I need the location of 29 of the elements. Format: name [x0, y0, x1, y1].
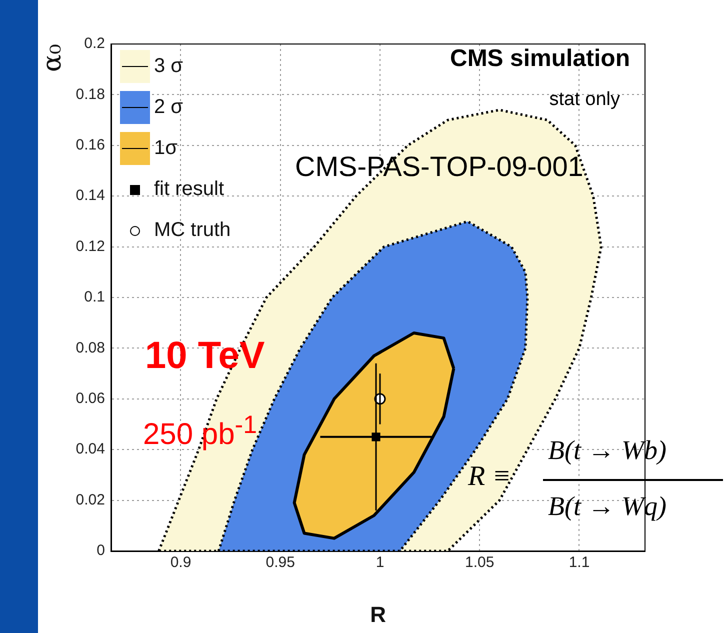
annotation: CMS-PAS-TOP-09-001: [295, 151, 584, 183]
legend-label: 1σ: [154, 137, 178, 160]
y-tick-label: 0.12: [76, 238, 105, 255]
x-tick-label: 0.9: [170, 554, 192, 572]
y-tick-label: 0.04: [76, 440, 105, 458]
y-tick-label: 0.08: [76, 339, 105, 356]
y-tick-label: 0.18: [76, 86, 105, 103]
legend-label: 2 σ: [154, 96, 184, 119]
y-tick-label: 0.14: [76, 187, 105, 204]
legend-label: 3 σ: [154, 55, 184, 78]
legend-label: MC truth: [154, 219, 231, 242]
y-tick-label: 0.2: [84, 35, 105, 52]
annotation: CMS simulation: [450, 45, 630, 72]
x-tick-label: 0.95: [266, 554, 295, 572]
annotation: stat only: [549, 89, 620, 111]
y-tick-label: 0: [96, 542, 105, 560]
annotation: 10 TeV: [145, 335, 265, 378]
annotation: 250 pb$^{-1}$: [143, 411, 257, 451]
y-axis-title: α₀: [37, 44, 68, 72]
y-tick-label: 0.02: [76, 491, 105, 508]
legend-label: fit result: [154, 178, 224, 201]
x-tick-label: 1.1: [568, 554, 590, 572]
x-axis-title: R: [370, 602, 386, 627]
y-tick-label: 0.16: [76, 136, 105, 154]
x-tick-label: 1.05: [465, 554, 494, 572]
y-tick-label: 0.1: [84, 288, 105, 306]
x-tick-label: 1: [376, 554, 384, 572]
annotation: R ≡: [468, 461, 511, 493]
y-tick-label: 0.06: [76, 390, 105, 408]
